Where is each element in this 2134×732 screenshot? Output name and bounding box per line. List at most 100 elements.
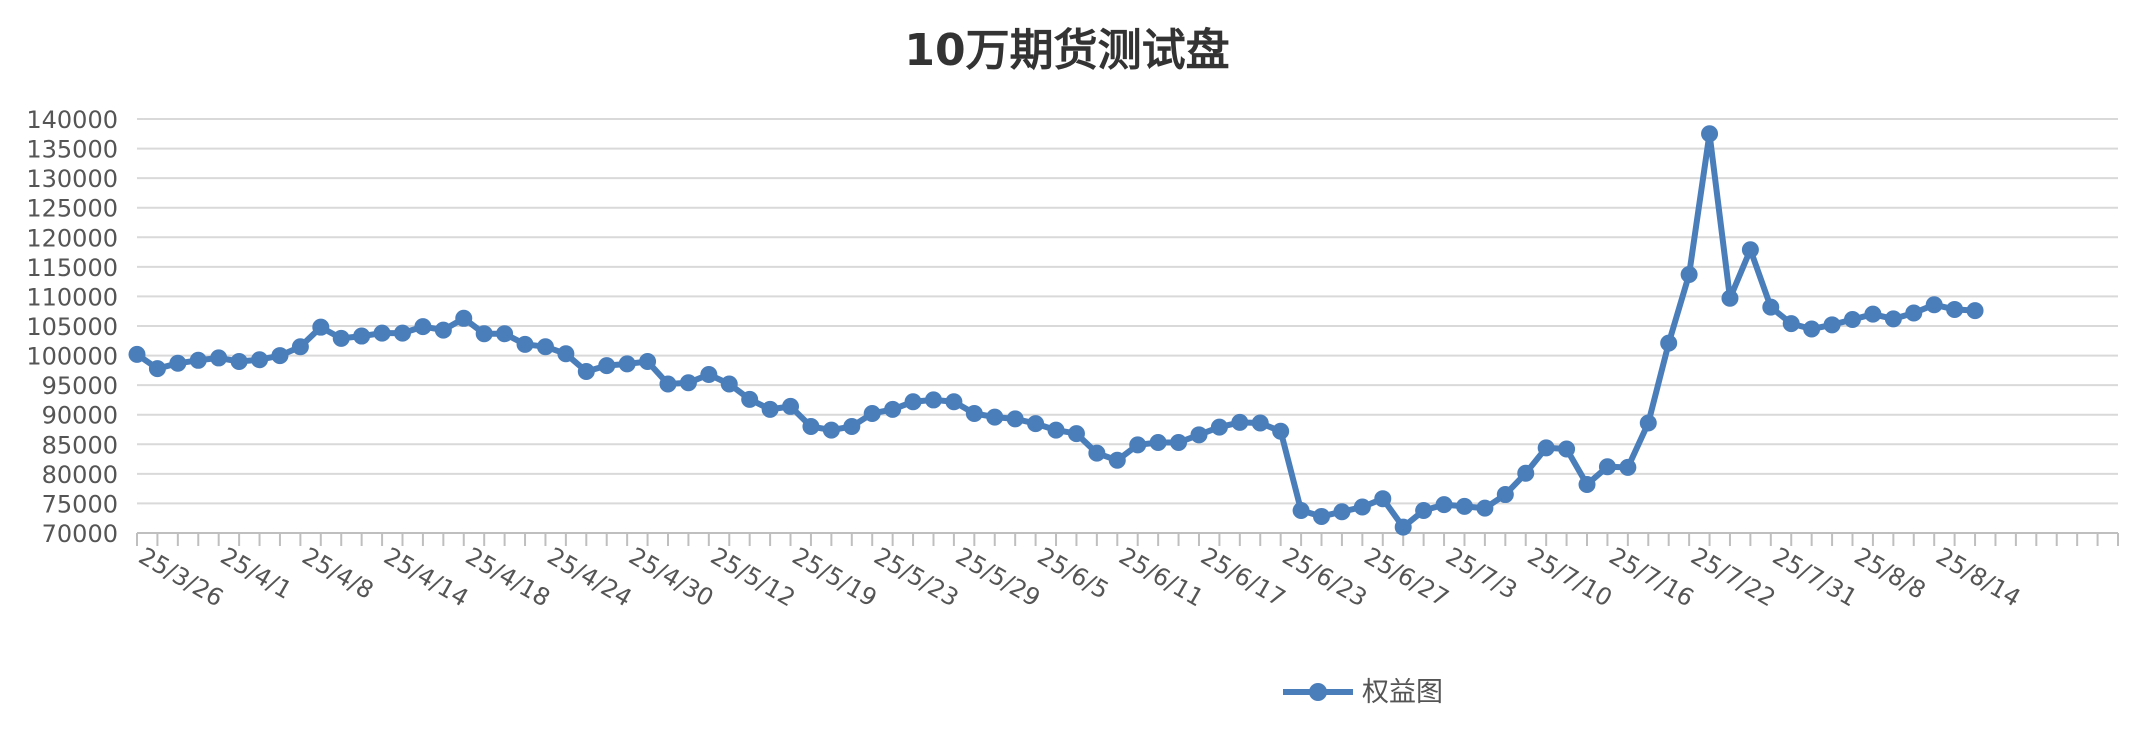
y-tick-label: 95000 <box>42 372 118 400</box>
data-point <box>1823 316 1841 334</box>
x-tick-label: 25/6/27 <box>1359 542 1453 613</box>
x-tick-label: 25/7/16 <box>1604 542 1698 613</box>
x-tick-label: 25/7/22 <box>1686 542 1780 613</box>
data-point <box>1394 518 1412 536</box>
data-point <box>863 405 881 423</box>
data-point <box>679 374 697 392</box>
y-tick-label: 100000 <box>26 343 118 371</box>
data-point <box>271 347 289 365</box>
data-point <box>393 324 411 342</box>
x-tick-label: 25/7/3 <box>1441 542 1522 605</box>
x-tick-label: 25/3/26 <box>134 542 228 613</box>
data-point <box>373 324 391 342</box>
y-tick-label: 70000 <box>42 520 118 548</box>
data-point <box>1721 289 1739 307</box>
data-point <box>1108 451 1126 469</box>
data-point <box>1741 241 1759 259</box>
x-tick-label: 25/5/19 <box>788 542 882 613</box>
data-point <box>189 351 207 369</box>
data-point <box>598 357 616 375</box>
data-point <box>986 408 1004 426</box>
data-point <box>291 338 309 356</box>
y-tick-label: 120000 <box>26 224 118 252</box>
y-tick-label: 75000 <box>42 490 118 518</box>
data-point <box>1415 502 1433 520</box>
data-point <box>659 375 677 393</box>
data-point <box>1067 425 1085 443</box>
data-point <box>924 391 942 409</box>
x-tick-label: 25/4/30 <box>624 542 718 613</box>
data-point <box>741 390 759 408</box>
data-point <box>945 393 963 411</box>
data-point <box>1537 439 1555 457</box>
data-point <box>516 335 534 353</box>
data-point <box>353 327 371 345</box>
x-tick-label: 25/4/18 <box>461 542 555 613</box>
data-point <box>965 405 983 423</box>
data-point <box>210 349 228 367</box>
data-point <box>1149 434 1167 452</box>
data-point <box>1129 436 1147 454</box>
data-point <box>577 363 595 381</box>
data-point <box>1762 298 1780 316</box>
data-point <box>1844 310 1862 328</box>
data-point <box>1027 415 1045 433</box>
data-point <box>1251 414 1269 432</box>
data-point <box>761 400 779 418</box>
data-point <box>1946 300 1964 318</box>
data-point <box>1170 434 1188 452</box>
data-point <box>1455 497 1473 515</box>
y-tick-label: 85000 <box>42 431 118 459</box>
data-point <box>434 321 452 339</box>
data-point <box>1272 422 1290 440</box>
legend: 权益图 <box>1283 677 1443 708</box>
data-point <box>618 355 636 373</box>
x-tick-label: 25/5/23 <box>869 542 963 613</box>
data-point <box>822 421 840 439</box>
data-point <box>128 345 146 363</box>
data-point <box>1006 410 1024 428</box>
data-point <box>1905 304 1923 322</box>
x-tick-label: 25/4/14 <box>379 542 473 613</box>
data-point <box>1598 458 1616 476</box>
data-point <box>700 365 718 383</box>
data-point <box>475 325 493 343</box>
data-point <box>1578 476 1596 494</box>
x-tick-label: 25/4/24 <box>542 542 636 613</box>
y-tick-label: 130000 <box>26 165 118 193</box>
data-point <box>1639 414 1657 432</box>
data-point <box>148 360 166 378</box>
y-tick-label: 125000 <box>26 195 118 223</box>
data-point <box>1435 496 1453 514</box>
x-tick-label: 25/5/29 <box>951 542 1045 613</box>
gridlines <box>137 118 2118 505</box>
y-tick-label: 110000 <box>26 283 118 311</box>
data-point <box>169 354 187 372</box>
data-point <box>1619 458 1637 476</box>
data-point <box>1782 315 1800 333</box>
y-tick-label: 140000 <box>26 106 118 134</box>
data-point <box>1047 421 1065 439</box>
legend-marker <box>1309 683 1327 701</box>
y-tick-label: 135000 <box>26 136 118 164</box>
x-tick-label: 25/5/12 <box>706 542 800 613</box>
x-tick-label: 25/6/5 <box>1033 542 1114 605</box>
data-point <box>1292 502 1310 520</box>
data-point <box>332 329 350 347</box>
data-point <box>251 351 269 369</box>
data-point <box>782 397 800 415</box>
y-tick-label: 90000 <box>42 402 118 430</box>
data-point <box>1660 334 1678 352</box>
data-point <box>496 325 514 343</box>
data-point <box>1558 440 1576 458</box>
series-line <box>135 130 1976 531</box>
x-tick-label: 25/7/10 <box>1523 542 1617 613</box>
data-point <box>1496 486 1514 504</box>
y-axis-ticks: 7000075000800008500090000950001000001050… <box>26 106 118 548</box>
data-point <box>1353 498 1371 516</box>
data-point <box>536 338 554 356</box>
data-point <box>843 418 861 436</box>
data-point <box>639 352 657 370</box>
